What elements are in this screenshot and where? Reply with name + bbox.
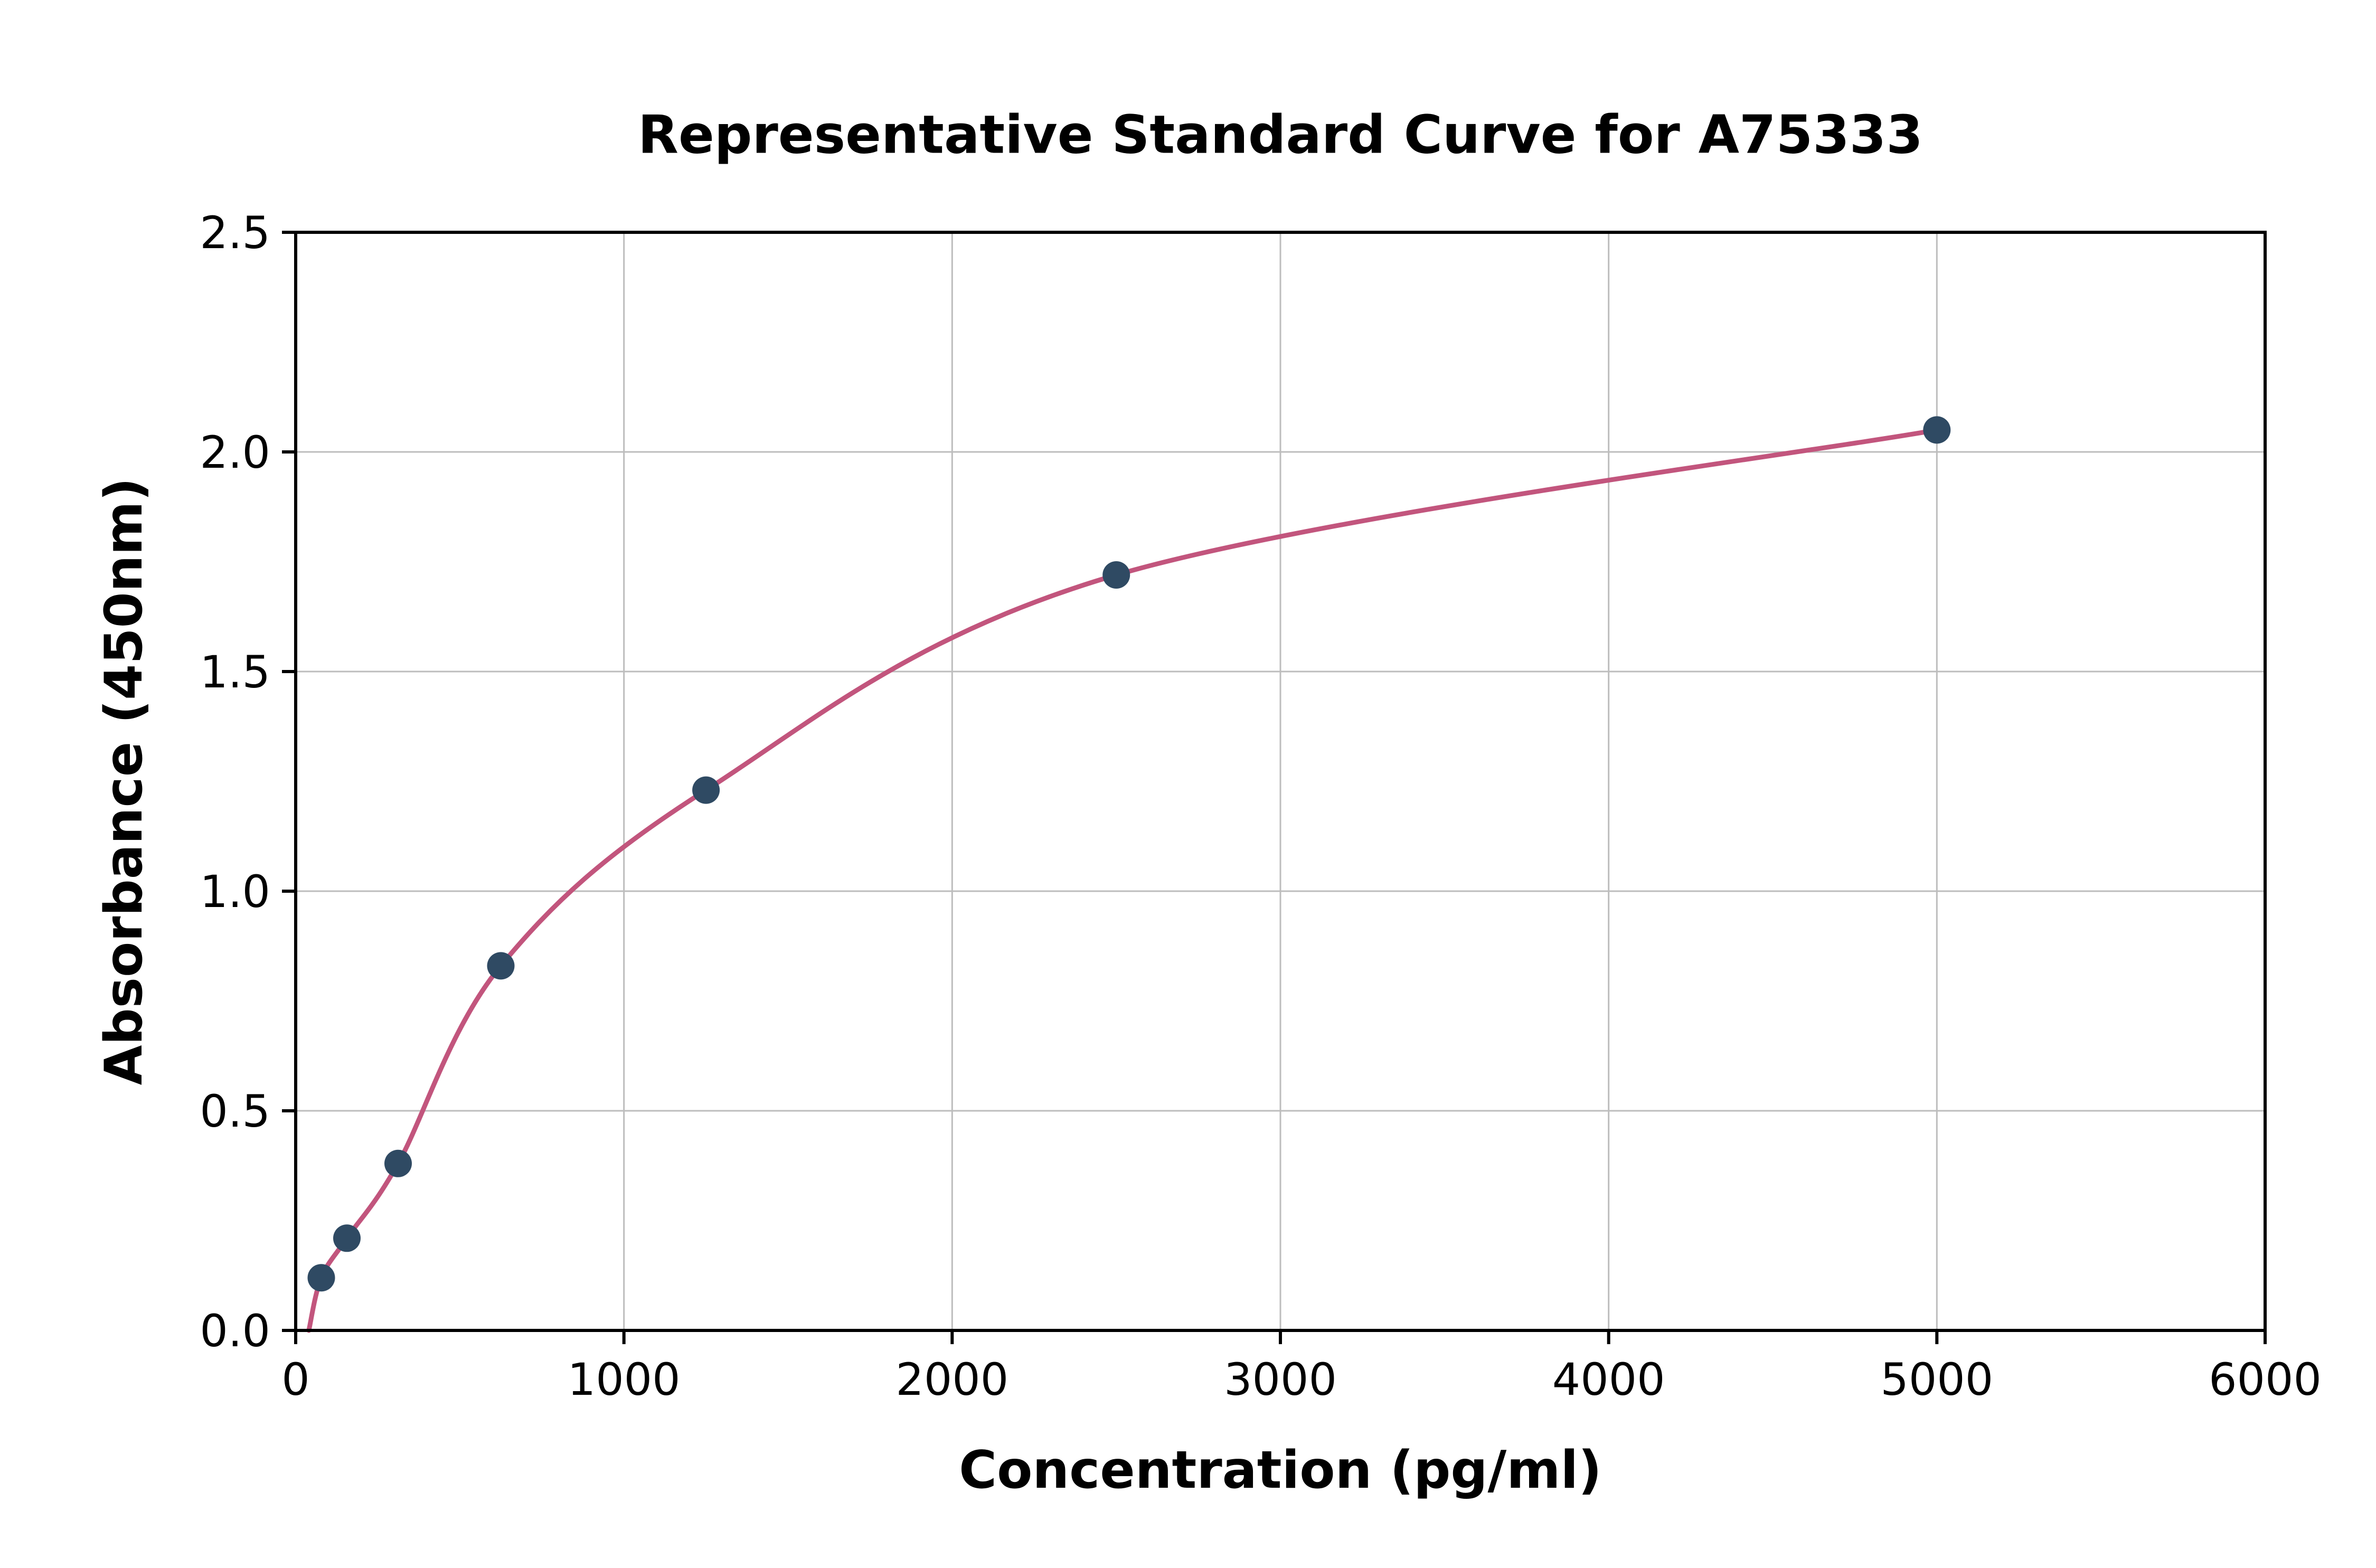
y-tick-label: 1.0 [200,866,270,918]
data-point [1102,561,1130,589]
x-tick-label: 2000 [895,1354,1008,1405]
y-axis-label: Absorbance (450nm) [94,477,154,1085]
data-point [692,776,720,804]
x-tick-label: 1000 [568,1354,681,1405]
y-tick-label: 0.5 [200,1085,270,1137]
data-point [487,952,515,980]
y-tick-label: 1.5 [200,646,270,698]
x-axis-label: Concentration (pg/ml) [959,1440,1602,1500]
y-tick-label: 0.0 [200,1305,270,1357]
y-tick-label: 2.5 [200,207,270,259]
x-tick-label: 3000 [1224,1354,1337,1405]
x-tick-label: 5000 [1880,1354,1993,1405]
data-point [1923,416,1951,444]
chart-title: Representative Standard Curve for A75333 [638,103,1923,166]
x-tick-label: 0 [281,1354,309,1405]
y-tick-label: 2.0 [200,427,270,478]
x-tick-label: 6000 [2209,1354,2322,1405]
data-point [307,1264,335,1292]
data-point [384,1149,412,1177]
x-tick-label: 4000 [1552,1354,1665,1405]
data-point [333,1224,361,1252]
